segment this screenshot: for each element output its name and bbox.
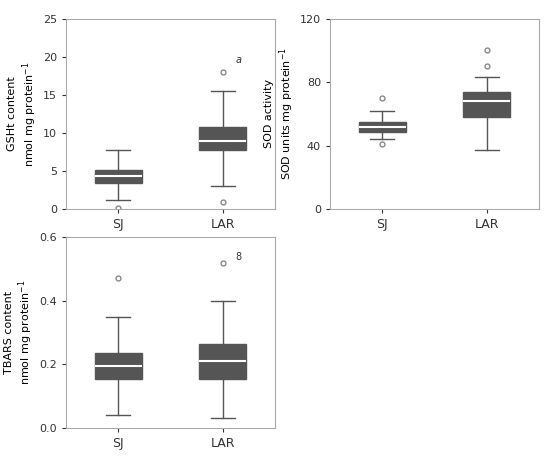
Y-axis label: SOD activity
SOD units mg protein$^{-1}$: SOD activity SOD units mg protein$^{-1}$ bbox=[265, 47, 296, 180]
PathPatch shape bbox=[199, 344, 246, 379]
Text: 8: 8 bbox=[235, 252, 241, 262]
PathPatch shape bbox=[95, 353, 142, 379]
PathPatch shape bbox=[359, 122, 406, 132]
PathPatch shape bbox=[199, 127, 246, 150]
PathPatch shape bbox=[463, 92, 510, 117]
Y-axis label: TBARS content
nmol mg protein$^{-1}$: TBARS content nmol mg protein$^{-1}$ bbox=[4, 280, 35, 385]
Y-axis label: GSHt content
nmol mg protein$^{-1}$: GSHt content nmol mg protein$^{-1}$ bbox=[8, 61, 39, 166]
Text: a: a bbox=[235, 55, 241, 65]
PathPatch shape bbox=[95, 170, 142, 183]
